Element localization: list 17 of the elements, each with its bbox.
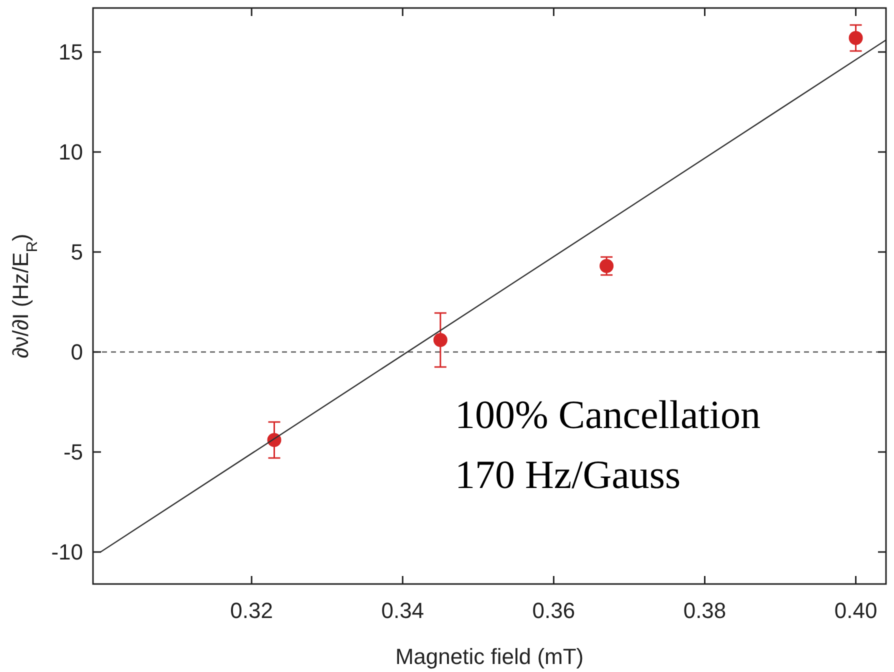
x-tick-label: 0.36 [532, 598, 576, 623]
y-tick-label: 15 [58, 40, 83, 65]
x-tick-label: 0.34 [381, 598, 424, 623]
y-tick-label: -5 [63, 440, 83, 465]
x-tick-label: 0.40 [834, 598, 878, 623]
point [600, 259, 614, 273]
annotation: 100% Cancellation [455, 392, 760, 437]
y-tick-label: 10 [58, 140, 83, 165]
x-axis-title: Magnetic field (mT) [395, 644, 584, 669]
x-tick-label: 0.38 [683, 598, 726, 623]
y-tick-label: -10 [51, 540, 83, 565]
x-tick-label: 0.32 [230, 598, 274, 623]
y-tick-label: 0 [70, 340, 83, 365]
point [433, 333, 448, 347]
point [848, 31, 863, 45]
y-tick-label: 5 [70, 240, 83, 265]
annotation: 170 Hz/Gauss [455, 452, 681, 497]
